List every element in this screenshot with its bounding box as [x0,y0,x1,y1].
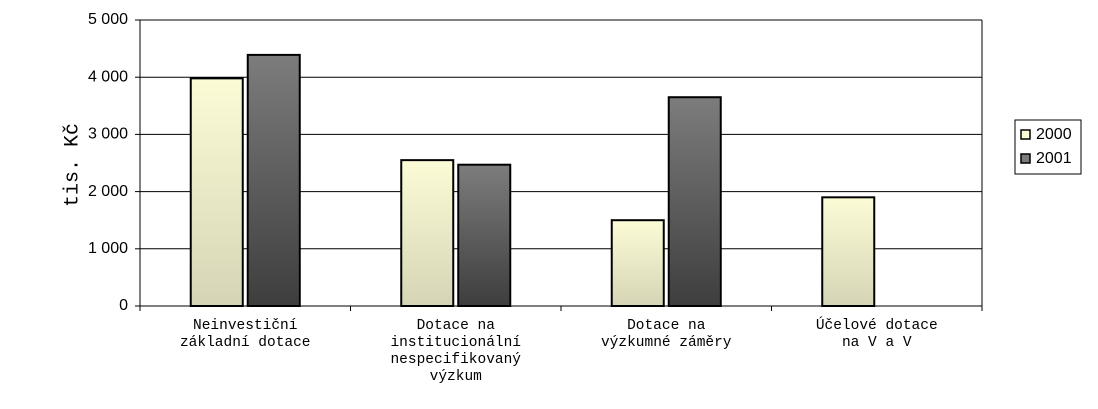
x-tick-label: Neinvestiční základní dotace [179,318,311,351]
y-axis-label: tis. Kč [61,123,84,207]
bar-shade [459,165,510,305]
x-tick-label: Dotace na institucionální nespecifikovan… [390,318,522,385]
y-tick-label: 4 000 [88,68,128,85]
y-tick-label: 3 000 [88,126,128,143]
bar-shade [248,55,299,305]
bar-shade [669,98,720,305]
bar-shade [191,79,242,306]
legend-box [1014,119,1082,175]
y-tick-label: 2 000 [88,183,128,200]
legend-swatch [1020,153,1031,164]
bar-shade [402,161,453,305]
x-tick-label: Dotace na výzkumné záměry [600,318,732,351]
y-tick-label: 0 [119,297,128,314]
y-tick-label: 5 000 [88,11,128,28]
bar-shade [823,198,874,305]
x-tick-label: Účelové dotace na V a V [815,318,938,351]
bar-shade [612,221,663,305]
legend-label: 2000 [1036,126,1072,143]
legend-swatch [1020,129,1031,140]
y-tick-label: 1 000 [88,240,128,257]
legend-label: 2001 [1036,150,1072,167]
